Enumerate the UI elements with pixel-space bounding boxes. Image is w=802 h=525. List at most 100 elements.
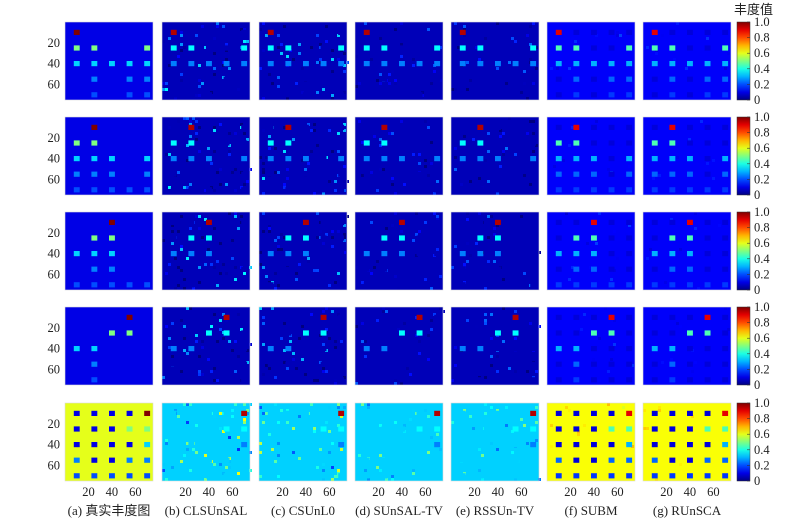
noise-pixel [616,257,619,260]
noise-pixel [496,22,499,25]
abundance-square [206,235,212,241]
noise-pixel [201,373,204,376]
noise-pixel [171,242,174,245]
abundance-square [109,457,115,463]
noise-pixel [511,37,514,40]
abundance-square [223,171,230,177]
noise-pixel [283,236,286,239]
abundance-square [267,361,274,367]
abundance-square [144,140,151,146]
noise-pixel [180,319,183,322]
noise-pixel [607,370,610,373]
noise-pixel [325,25,328,28]
noise-pixel [481,454,484,457]
abundance-square [573,410,580,416]
abundance-square [144,330,151,336]
abundance-square [399,61,405,67]
abundance-square [477,235,484,241]
noise-pixel [195,215,198,218]
abundance-square [416,346,423,352]
abundance-square [573,377,580,383]
abundance-square [320,92,327,98]
noise-pixel [228,436,231,439]
abundance-square [512,29,519,35]
abundance-square [626,156,633,162]
abundance-square [555,61,562,67]
y-tick-label: 40 [48,152,61,166]
noise-pixel [259,251,262,254]
abundance-square [338,251,345,257]
colorbar-tick-label: 0 [754,378,760,392]
noise-pixel [592,421,595,424]
abundance-square [651,124,658,130]
noise-pixel [177,230,180,233]
abundance-square [608,330,615,336]
noise-pixel [466,260,469,263]
abundance-square [73,282,80,288]
abundance-square [303,410,309,416]
abundance-square [416,473,423,479]
noise-pixel [216,379,219,382]
noise-pixel [325,328,328,331]
abundance-panel-d-row3 [354,211,444,291]
abundance-square [434,410,441,416]
noise-pixel [358,82,361,85]
noise-pixel [424,165,427,168]
noise-pixel [400,22,403,25]
abundance-square [223,92,230,98]
abundance-square [512,473,519,479]
abundance-square [399,473,405,479]
abundance-square [591,410,597,416]
noise-pixel [186,186,189,189]
abundance-square [626,361,633,367]
abundance-square [495,124,501,130]
noise-pixel [222,313,225,316]
noise-pixel [694,227,697,230]
noise-pixel [613,343,616,346]
noise-pixel [162,469,165,472]
noise-pixel [469,254,472,257]
abundance-square [573,282,580,288]
abundance-square [109,377,115,383]
abundance-square [338,410,345,416]
noise-pixel [481,478,484,481]
abundance-square [512,187,519,193]
abundance-square [608,45,615,51]
noise-pixel [195,424,198,427]
noise-pixel [454,22,457,25]
abundance-square [591,45,597,51]
noise-pixel [502,307,505,310]
abundance-square [555,426,562,432]
noise-pixel [511,451,514,454]
noise-pixel [225,43,228,46]
noise-pixel [502,340,505,343]
noise-pixel [171,224,174,227]
abundance-square [495,377,501,383]
abundance-square [555,76,562,82]
abundance-square [188,124,195,130]
abundance-square [91,346,98,352]
noise-pixel [403,322,406,325]
noise-pixel [439,46,442,49]
abundance-square [206,187,212,193]
abundance-square [626,235,633,241]
abundance-square [126,171,133,177]
abundance-square [687,410,693,416]
noise-pixel [361,403,364,406]
noise-pixel [165,153,168,156]
abundance-square [188,442,195,448]
abundance-square [338,346,345,352]
abundance-square [241,45,248,51]
noise-pixel [283,349,286,352]
abundance-square [73,266,80,272]
abundance-panel-g-row2 [642,116,732,196]
noise-pixel [274,147,277,150]
abundance-square [608,314,615,320]
abundance-square [126,219,133,225]
noise-pixel [325,421,328,424]
noise-pixel [418,162,421,165]
noise-pixel [307,123,310,126]
noise-pixel [412,409,415,412]
noise-pixel [201,236,204,239]
abundance-square [73,361,80,367]
